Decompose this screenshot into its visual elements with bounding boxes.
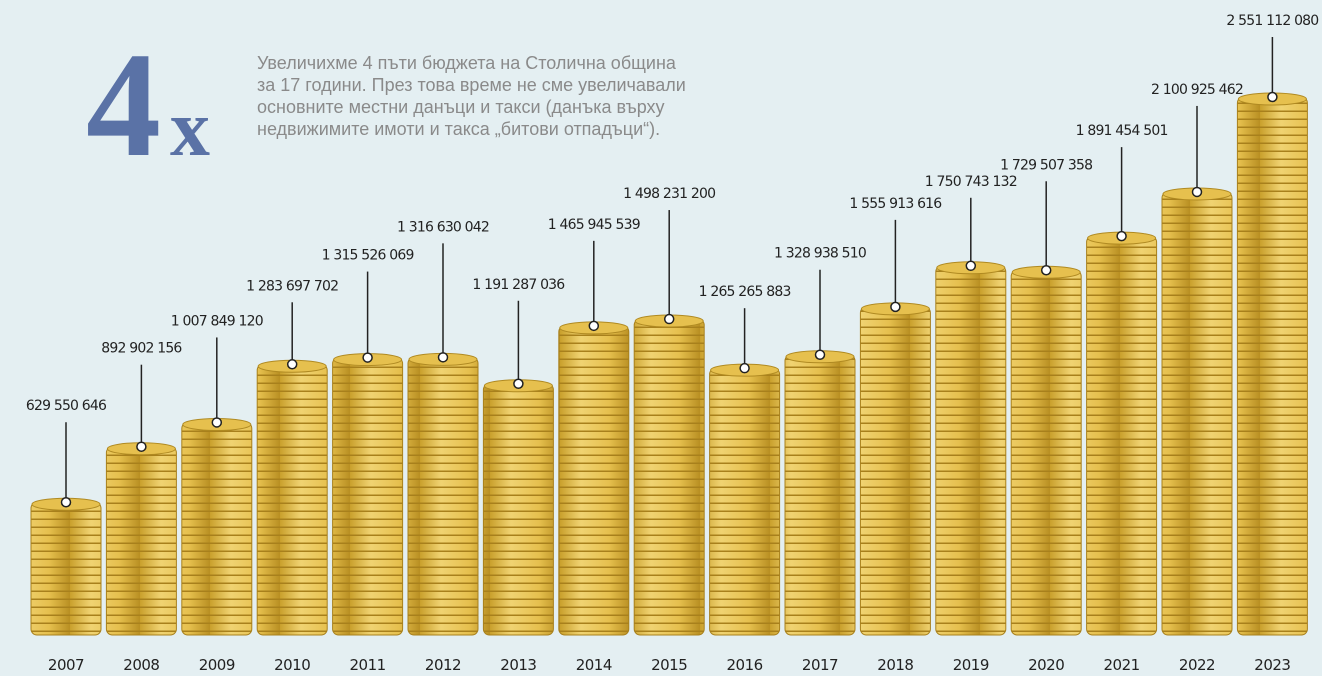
x-tick-label: 2019 — [953, 656, 989, 674]
x-tick-label: 2010 — [274, 656, 310, 674]
leader-dot — [212, 418, 221, 427]
x-tick-label: 2015 — [651, 656, 687, 674]
leader-dot — [1042, 266, 1051, 275]
coin-stack — [1087, 236, 1157, 635]
leader-dot — [1117, 232, 1126, 241]
coin-stack — [1162, 192, 1232, 635]
leader-dot — [62, 498, 71, 507]
coin-stack — [257, 364, 327, 635]
x-tick-label: 2011 — [350, 656, 386, 674]
intro-line: за 17 години. През това време не сме уве… — [257, 75, 686, 95]
coin-stack — [1011, 270, 1081, 635]
intro-line: недвижимите имоти и такса „битови отпадъ… — [257, 119, 660, 139]
coin-stack — [182, 422, 252, 635]
chart: 4 x Увеличихме 4 пъти бюджета на Столичн… — [0, 0, 1322, 676]
value-label: 1 498 231 200 — [623, 186, 715, 202]
value-label: 1 750 743 132 — [925, 174, 1017, 190]
leader-dot — [740, 364, 749, 373]
big-suffix: x — [170, 85, 210, 173]
value-label: 2 551 112 080 — [1226, 13, 1318, 29]
leader-dot — [665, 315, 674, 324]
coin-stack — [31, 502, 101, 635]
coin-stack — [408, 357, 478, 635]
coin-stack — [333, 358, 403, 635]
coin-stack — [936, 266, 1006, 635]
value-label: 1 283 697 702 — [246, 278, 338, 294]
intro-line: основните местни данъци и такси (данъка … — [257, 97, 665, 117]
value-label: 1 265 265 883 — [699, 284, 791, 300]
x-tick-label: 2007 — [48, 656, 84, 674]
coin-stack — [1237, 97, 1307, 635]
value-label: 1 191 287 036 — [472, 277, 565, 293]
x-tick-label: 2017 — [802, 656, 838, 674]
x-tick-label: 2022 — [1179, 656, 1215, 674]
coin-stack — [634, 319, 704, 635]
x-tick-label: 2018 — [877, 656, 913, 674]
leader-dot — [137, 442, 146, 451]
x-tick-label: 2008 — [123, 656, 159, 674]
coin-stack — [483, 384, 553, 635]
value-label: 1 465 945 539 — [548, 217, 640, 233]
leader-dot — [589, 321, 598, 330]
leader-dot — [891, 302, 900, 311]
x-tick-label: 2014 — [576, 656, 612, 674]
value-label: 1 007 849 120 — [171, 313, 263, 329]
leader-dot — [514, 379, 523, 388]
value-label: 1 555 913 616 — [849, 196, 942, 212]
value-label: 892 902 156 — [101, 341, 182, 357]
coin-stack — [860, 307, 930, 635]
x-tick-label: 2009 — [199, 656, 235, 674]
x-tick-label: 2016 — [727, 656, 763, 674]
intro-text: Увеличихме 4 пъти бюджета на Столична об… — [257, 53, 686, 139]
leader-dot — [816, 350, 825, 359]
value-label: 1 328 938 510 — [774, 246, 866, 262]
leader-dot — [966, 261, 975, 270]
intro-line: Увеличихме 4 пъти бюджета на Столична об… — [257, 53, 677, 73]
coin-stack — [106, 447, 176, 635]
leader-dot — [363, 353, 372, 362]
x-tick-label: 2020 — [1028, 656, 1064, 674]
value-label: 1 315 526 069 — [322, 248, 414, 264]
x-tick-label: 2021 — [1104, 656, 1140, 674]
value-label: 2 100 925 462 — [1151, 82, 1243, 98]
x-tick-label: 2013 — [500, 656, 536, 674]
plot: 629 550 646 2007 892 902 156 2008 1 007 849 … — [26, 13, 1319, 674]
leader-dot — [1193, 187, 1202, 196]
value-label: 1 316 630 042 — [397, 219, 489, 235]
value-label: 1 891 454 501 — [1076, 123, 1168, 139]
coin-stack — [559, 326, 629, 635]
value-label: 1 729 507 358 — [1000, 157, 1092, 173]
leader-dot — [288, 360, 297, 369]
leader-dot — [1268, 93, 1277, 102]
coin-stack — [710, 368, 780, 635]
big-number: 4 — [86, 22, 161, 188]
value-label: 629 550 646 — [26, 398, 107, 414]
coin-stack — [785, 355, 855, 635]
leader-dot — [439, 353, 448, 362]
x-tick-label: 2023 — [1254, 656, 1290, 674]
x-tick-label: 2012 — [425, 656, 461, 674]
